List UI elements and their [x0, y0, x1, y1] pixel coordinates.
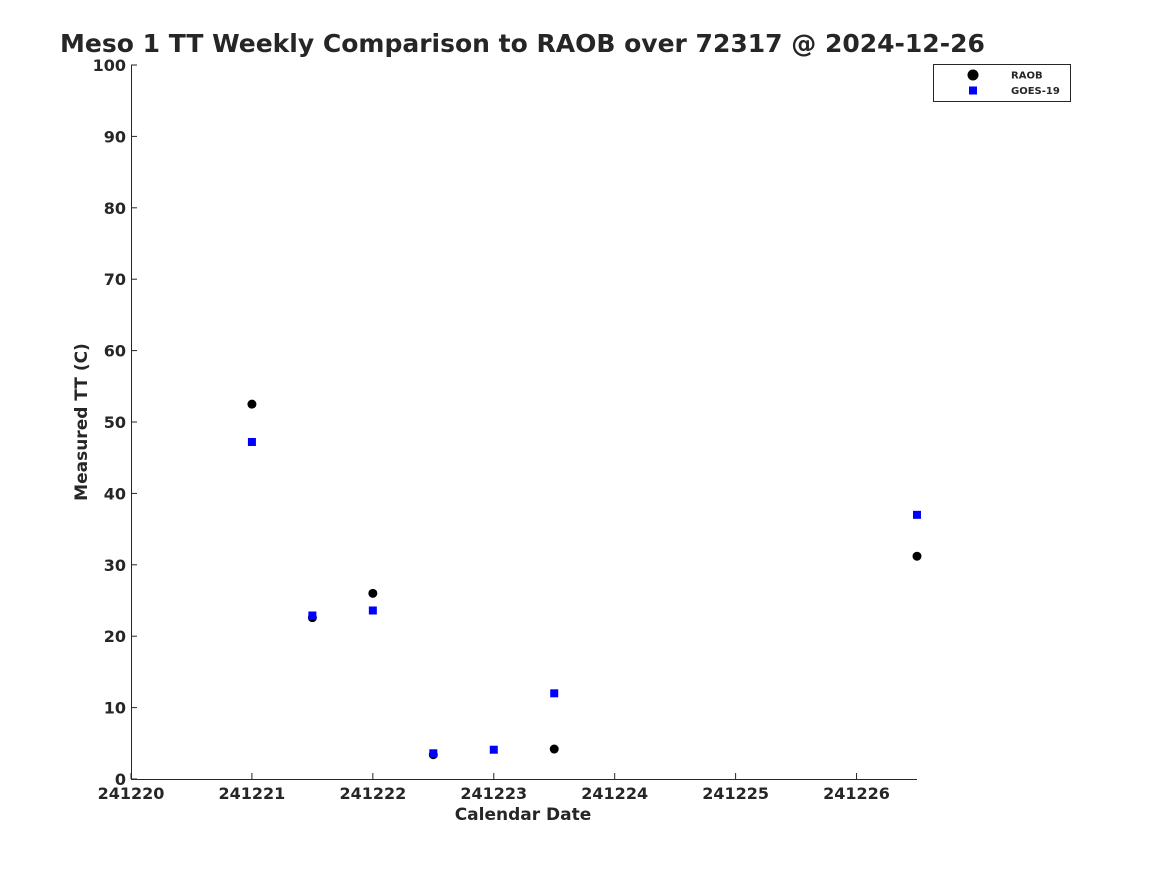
raob-point — [247, 399, 257, 409]
x-tick-label: 241226 — [823, 784, 890, 803]
goes-19-point — [368, 606, 377, 615]
y-tick-label: 60 — [104, 342, 126, 361]
goes-19-point — [550, 689, 559, 698]
data-points — [247, 399, 922, 760]
x-tick-label: 241223 — [460, 784, 527, 803]
y-axis-label: Measured TT (C) — [72, 343, 92, 501]
legend-raob-marker — [967, 69, 979, 81]
legend-box — [933, 64, 1071, 102]
y-tick-label: 30 — [104, 556, 126, 575]
x-tick-label: 241221 — [219, 784, 286, 803]
goes-19-point — [308, 611, 317, 620]
goes-19-point — [489, 745, 498, 754]
y-tick-label: 100 — [93, 56, 126, 75]
y-tick-label: 50 — [104, 413, 126, 432]
y-tick-label: 10 — [104, 699, 126, 718]
legend-goes-19-marker — [969, 86, 977, 95]
y-tick-label: 70 — [104, 270, 126, 289]
axes — [131, 65, 917, 780]
raob-point — [549, 744, 559, 754]
goes-19-point — [913, 510, 921, 519]
x-tick-label: 241222 — [339, 784, 406, 803]
y-ticks: 0 10 20 30 40 50 60 70 80 90 100 — [93, 56, 137, 789]
goes-19-point — [247, 437, 256, 446]
raob-point — [912, 551, 922, 561]
y-tick-label: 80 — [104, 199, 126, 218]
legend: RAOB GOES-19 — [933, 64, 1071, 102]
y-tick-label: 40 — [104, 484, 126, 503]
x-tick-label: 241224 — [581, 784, 648, 803]
x-tick-label: 241225 — [702, 784, 769, 803]
x-tick-label: 241220 — [98, 784, 165, 803]
x-axis-label: Calendar Date — [455, 805, 592, 825]
y-tick-label: 20 — [104, 627, 126, 646]
raob-point — [368, 588, 378, 598]
goes-19-point — [429, 749, 438, 758]
legend-goes-19-label: GOES-19 — [1011, 86, 1060, 97]
legend-raob-label: RAOB — [1011, 71, 1043, 82]
y-tick-label: 90 — [104, 127, 126, 146]
x-ticks: 241220 241221 241222 241223 241224 241225 2412… — [98, 773, 890, 803]
chart-title: Meso 1 TT Weekly Comparison to RAOB over… — [60, 29, 985, 58]
y-tick-label: 0 — [115, 770, 126, 789]
